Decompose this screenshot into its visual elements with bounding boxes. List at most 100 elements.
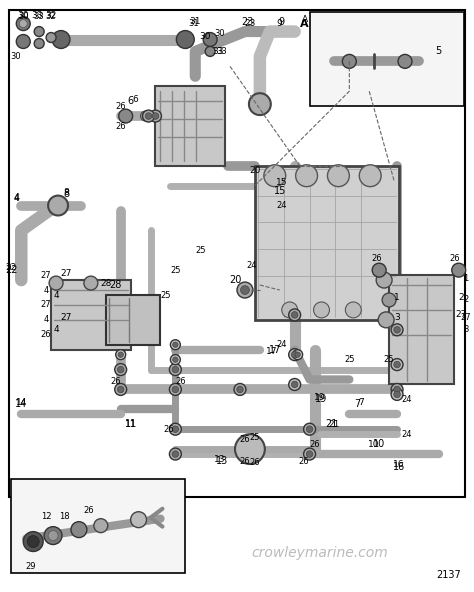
Text: 3: 3 [394, 313, 400, 323]
Text: 26: 26 [298, 456, 309, 465]
Circle shape [34, 38, 44, 49]
Text: 17: 17 [266, 347, 278, 356]
Circle shape [172, 426, 179, 433]
Circle shape [203, 33, 217, 46]
Circle shape [49, 276, 63, 290]
Bar [106, 295, 161, 345]
Text: 4: 4 [53, 291, 59, 300]
Circle shape [169, 448, 182, 460]
Text: 5: 5 [436, 46, 442, 56]
Bar [389, 275, 454, 384]
Text: 30: 30 [215, 29, 226, 38]
Text: 31: 31 [188, 19, 199, 28]
Circle shape [313, 302, 329, 318]
Text: 2: 2 [458, 294, 464, 303]
Text: 4: 4 [44, 285, 49, 295]
Circle shape [205, 46, 215, 56]
Text: 4: 4 [13, 192, 19, 202]
Text: 26: 26 [115, 123, 126, 131]
Circle shape [152, 113, 159, 120]
Text: 22: 22 [6, 263, 17, 272]
Circle shape [118, 366, 124, 373]
Circle shape [378, 312, 394, 328]
Text: 2137: 2137 [436, 570, 461, 580]
Text: 27: 27 [60, 313, 72, 323]
Text: 6: 6 [128, 96, 134, 106]
Text: 14: 14 [15, 400, 27, 409]
Circle shape [295, 352, 301, 358]
Circle shape [46, 33, 56, 43]
Circle shape [391, 324, 403, 336]
Text: 27: 27 [60, 269, 72, 278]
Circle shape [296, 165, 318, 186]
Text: 7: 7 [354, 400, 360, 409]
Circle shape [34, 27, 44, 37]
Circle shape [249, 93, 271, 115]
Circle shape [306, 451, 313, 458]
Bar [310, 12, 464, 106]
Circle shape [27, 536, 39, 548]
Circle shape [172, 386, 179, 392]
Circle shape [398, 54, 412, 68]
Text: 10: 10 [368, 440, 380, 449]
Text: crowleymarine.com: crowleymarine.com [251, 546, 388, 561]
Circle shape [394, 391, 401, 398]
Text: 11: 11 [125, 420, 137, 429]
Circle shape [382, 293, 396, 307]
Text: 9: 9 [279, 17, 285, 27]
Text: A: A [301, 15, 308, 24]
Circle shape [292, 311, 298, 318]
Text: 29: 29 [25, 562, 36, 571]
Text: 27: 27 [41, 271, 52, 279]
Text: 4: 4 [53, 325, 59, 334]
Text: 1: 1 [394, 294, 400, 303]
Text: 21: 21 [325, 419, 337, 429]
Text: 26: 26 [175, 377, 186, 386]
Circle shape [118, 386, 124, 392]
Text: 12: 12 [41, 512, 51, 521]
Text: 30: 30 [200, 32, 211, 41]
Text: 28: 28 [100, 279, 111, 288]
Circle shape [394, 386, 401, 392]
Circle shape [235, 434, 265, 464]
Circle shape [346, 302, 361, 318]
Circle shape [282, 302, 298, 318]
Circle shape [342, 54, 356, 68]
Text: 25: 25 [195, 246, 205, 255]
Bar [11, 479, 185, 574]
Text: 25: 25 [384, 355, 394, 364]
Circle shape [289, 378, 301, 391]
Text: 26: 26 [449, 254, 460, 263]
Text: 10: 10 [373, 439, 385, 449]
Text: 14: 14 [16, 398, 27, 407]
Text: 26: 26 [372, 254, 383, 263]
Text: 23: 23 [244, 19, 255, 28]
Circle shape [169, 423, 182, 435]
Text: 25: 25 [344, 355, 355, 364]
Text: 1: 1 [463, 274, 468, 282]
Circle shape [44, 527, 62, 545]
Circle shape [359, 165, 381, 186]
Text: 13: 13 [214, 455, 226, 464]
Circle shape [169, 363, 182, 375]
Circle shape [145, 113, 152, 120]
Text: 4: 4 [13, 194, 19, 203]
Circle shape [391, 388, 403, 400]
Text: 24: 24 [276, 201, 287, 210]
Text: 6: 6 [133, 95, 138, 104]
Circle shape [169, 384, 182, 395]
Circle shape [84, 276, 98, 290]
Text: 33: 33 [31, 11, 43, 20]
Text: 26: 26 [110, 377, 121, 386]
Text: 19: 19 [314, 393, 325, 402]
Circle shape [131, 511, 146, 527]
Text: 24: 24 [276, 340, 287, 349]
Circle shape [170, 340, 180, 350]
Circle shape [289, 349, 301, 361]
Text: 28: 28 [109, 280, 122, 290]
Text: 2: 2 [463, 295, 468, 304]
Text: 26: 26 [240, 435, 250, 443]
Text: 32: 32 [46, 12, 56, 21]
Circle shape [118, 352, 123, 358]
Text: 27: 27 [455, 310, 466, 320]
